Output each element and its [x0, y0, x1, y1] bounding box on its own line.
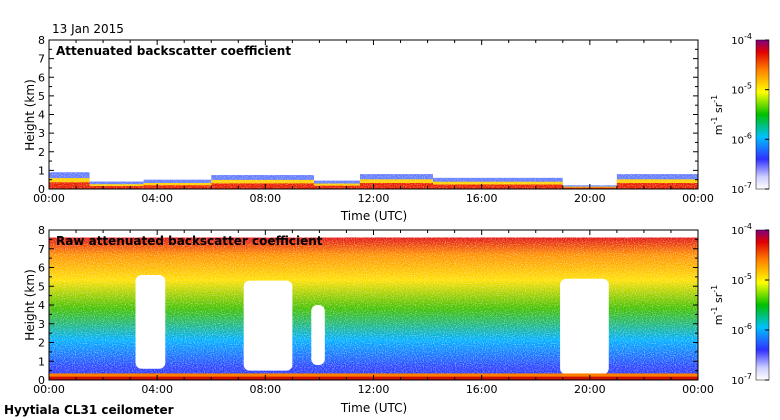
panel-attenuated: 0 1 2 3 4 5 6 7 8 00:00 04:00 08:00 12:00 16:00 20:00… — [23, 32, 770, 223]
y-tick-label: 8 — [38, 34, 45, 47]
panel-raw: 0 1 2 3 4 5 6 7 8 00:00 04:00 08:00 12:00 16:00 20:00… — [23, 222, 770, 415]
x-tick-label: 04:00 — [141, 383, 173, 396]
y-tick-label: 1 — [38, 164, 45, 177]
y-axis-label: Height (km) — [23, 269, 37, 340]
plot-area — [49, 40, 698, 189]
y-tick-label: 1 — [38, 355, 45, 368]
clear-region — [135, 275, 166, 369]
colorbar: m-1 sr-1 10-4 10-5 10-6 10-7 — [710, 32, 770, 196]
y-tick-label: 7 — [38, 243, 45, 256]
colorbar-tick-exponent: -5 — [744, 272, 752, 281]
x-tick-label: 12:00 — [358, 383, 390, 396]
colorbar-tick-exponent: -5 — [744, 82, 752, 91]
y-tick-label: 8 — [38, 224, 45, 237]
y-tick-label: 7 — [38, 53, 45, 66]
colorbar-tick-exponent: -6 — [744, 322, 752, 331]
y-tick-label: 3 — [38, 318, 45, 331]
x-tick-label: 08:00 — [249, 383, 281, 396]
x-tick-label: 00:00 — [33, 192, 65, 205]
backscatter-data — [49, 237, 698, 380]
x-axis-label: Time (UTC) — [340, 209, 407, 223]
y-axis: 0 1 2 3 4 5 6 7 8 — [38, 34, 698, 196]
y-tick-label: 0 — [38, 183, 45, 196]
colorbar-tick-exponent: -4 — [744, 222, 752, 231]
y-tick-label: 4 — [38, 299, 45, 312]
x-axis: 00:00 04:00 08:00 12:00 16:00 20:00 00:00 — [33, 40, 714, 205]
y-tick-label: 6 — [38, 71, 45, 84]
date-label: 13 Jan 2015 — [52, 22, 124, 36]
panel-title: Raw attenuated backscatter coefficient — [56, 234, 323, 248]
colorbar-tick-label: 10-6 — [731, 131, 752, 146]
x-axis-label: Time (UTC) — [340, 401, 407, 415]
x-tick-label: 20:00 — [574, 383, 606, 396]
x-tick-label: 16:00 — [466, 383, 498, 396]
y-tick-label: 3 — [38, 127, 45, 140]
x-tick-label: 00:00 — [682, 192, 714, 205]
y-tick-label: 5 — [38, 280, 45, 293]
colorbar-tick-exponent: -4 — [744, 32, 752, 41]
y-tick-label: 6 — [38, 262, 45, 275]
x-tick-label: 12:00 — [358, 192, 390, 205]
x-tick-label: 16:00 — [466, 192, 498, 205]
clear-region — [560, 278, 609, 375]
colorbar-tick-exponent: -7 — [744, 372, 752, 381]
clear-region — [311, 305, 325, 365]
footer-label: Hyytiala CL31 ceilometer — [4, 403, 174, 417]
colorbar-tick-label: 10-5 — [731, 82, 752, 97]
x-tick-label: 20:00 — [574, 192, 606, 205]
panel-title: Attenuated backscatter coefficient — [56, 44, 291, 58]
x-tick-label: 00:00 — [682, 383, 714, 396]
y-tick-label: 4 — [38, 109, 45, 122]
y-axis: 0 1 2 3 4 5 6 7 8 — [38, 224, 698, 387]
y-tick-label: 0 — [38, 374, 45, 387]
y-axis-label: Height (km) — [23, 79, 37, 150]
x-tick-label: 00:00 — [33, 383, 65, 396]
colorbar-tick-label: 10-6 — [731, 322, 752, 337]
colorbar-scale — [755, 229, 770, 381]
y-tick-label: 2 — [38, 146, 45, 159]
colorbar-scale — [755, 39, 770, 190]
colorbar-tick-label: 10-5 — [731, 272, 752, 287]
x-tick-label: 08:00 — [249, 192, 281, 205]
colorbar-tick-label: 10-7 — [731, 372, 752, 387]
colorbar-tick-exponent: -7 — [744, 181, 752, 190]
x-axis: 00:00 04:00 08:00 12:00 16:00 20:00 00:00 — [33, 230, 714, 396]
colorbar: m-1 sr-1 10-4 10-5 10-6 10-7 — [710, 222, 770, 387]
y-tick-label: 2 — [38, 337, 45, 350]
colorbar-tick-label: 10-4 — [731, 222, 752, 237]
clear-region — [243, 280, 293, 371]
colorbar-tick-exponent: -6 — [744, 131, 752, 140]
colorbar-tick-label: 10-7 — [731, 181, 752, 196]
colorbar-label: m-1 sr-1 — [710, 95, 725, 135]
colorbar-label: m-1 sr-1 — [710, 285, 725, 325]
y-tick-label: 5 — [38, 90, 45, 103]
x-tick-label: 04:00 — [141, 192, 173, 205]
colorbar-tick-label: 10-4 — [731, 32, 752, 47]
noise-texture — [49, 170, 698, 189]
